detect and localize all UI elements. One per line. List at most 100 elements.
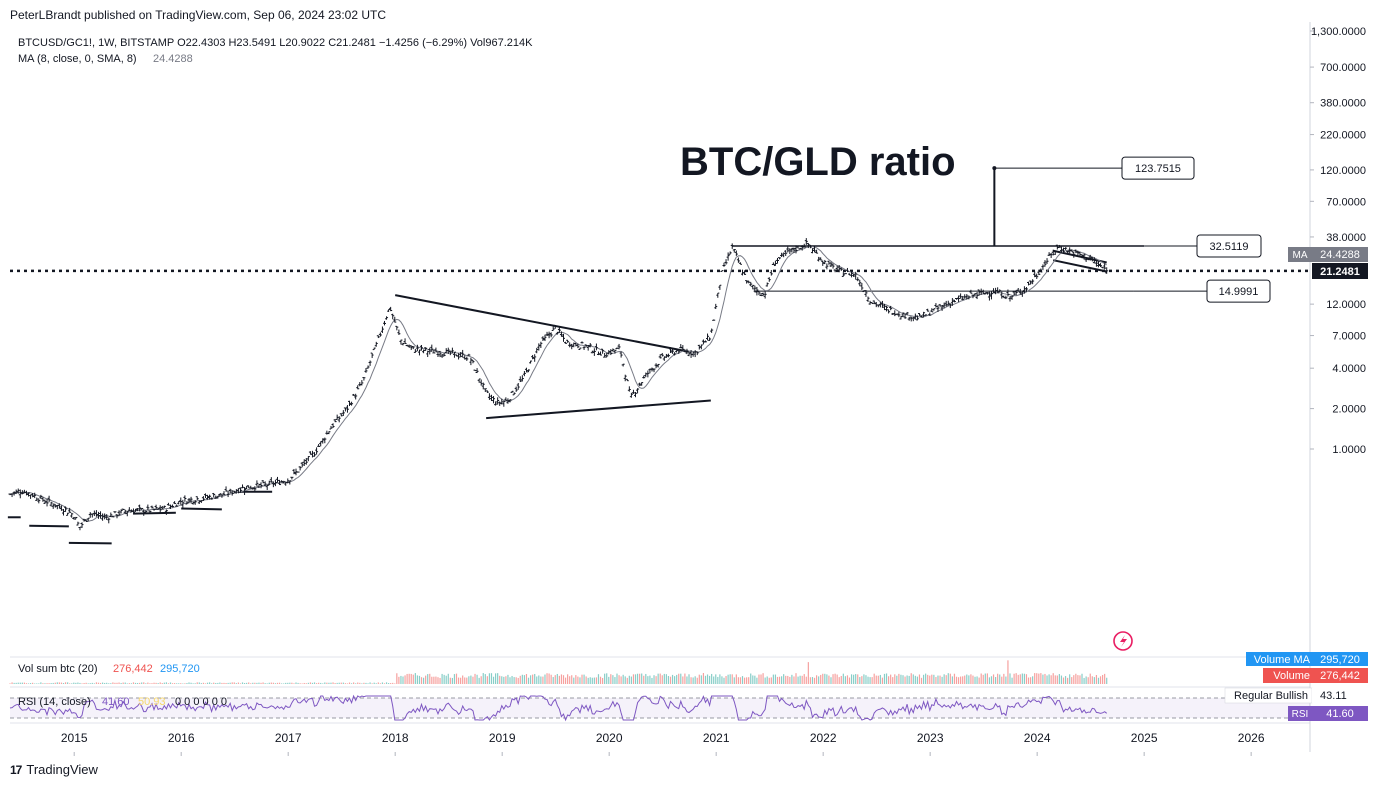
- volume-bar: [649, 675, 651, 684]
- volume-bar: [474, 673, 476, 684]
- price-bar: [72, 516, 76, 520]
- price-bar: [901, 312, 905, 318]
- volume-bar: [64, 682, 67, 684]
- volume-bar: [523, 675, 526, 684]
- volume-bar: [297, 682, 299, 684]
- price-bar: [362, 377, 366, 381]
- volume-bar: [645, 673, 647, 684]
- price-bar: [710, 328, 714, 333]
- volume-bar: [221, 682, 223, 684]
- volume-bar: [433, 676, 435, 684]
- price-bar: [753, 285, 757, 293]
- volume-bar: [246, 682, 248, 684]
- price-bar: [452, 351, 456, 358]
- volume-bar: [143, 682, 145, 684]
- price-bar: [376, 335, 380, 339]
- price-bar: [286, 478, 290, 484]
- price-bar: [1088, 254, 1092, 261]
- volume-bar: [696, 677, 698, 684]
- volume-bar: [947, 673, 949, 684]
- volume-bar: [900, 674, 902, 684]
- price-bar: [428, 347, 432, 355]
- price-bar: [230, 490, 234, 496]
- tradingview-brand[interactable]: 17 TradingView: [10, 762, 98, 777]
- price-bar: [631, 389, 635, 394]
- volume-bar: [272, 682, 274, 684]
- volume-bar: [871, 677, 873, 684]
- price-bar: [212, 492, 216, 498]
- volume-bar: [46, 683, 48, 684]
- price-bar: [481, 382, 485, 390]
- price-bar: [1099, 263, 1103, 268]
- volume-bar: [315, 683, 318, 684]
- volume-bar: [182, 683, 184, 684]
- volume-bar: [1013, 673, 1015, 684]
- volume-bar: [81, 683, 83, 684]
- price-bar: [957, 295, 961, 302]
- price-bar: [136, 508, 140, 512]
- price-bar: [813, 245, 817, 253]
- volume-bar: [826, 674, 828, 684]
- volume-ma-tag-value: 295,720: [1320, 654, 1360, 666]
- price-bar: [10, 493, 14, 498]
- price-bar: [732, 249, 736, 253]
- volume-bar: [192, 683, 194, 684]
- volume-bar: [818, 676, 820, 684]
- volume-bar: [743, 677, 746, 684]
- price-bar: [656, 363, 660, 368]
- price-axis[interactable]: 1,300.0000 700.0000 380.0000 220.0000 120.00…: [1310, 26, 1366, 456]
- volume-bar: [783, 674, 785, 684]
- price-bar: [84, 519, 88, 522]
- volume-bar: [653, 675, 655, 684]
- volume-bar: [624, 676, 626, 684]
- price-bar: [420, 344, 424, 351]
- rsi-legend-value: 41.60: [102, 696, 130, 708]
- price-bar: [424, 347, 428, 351]
- volume-bar: [795, 673, 797, 684]
- volume-bar: [1042, 674, 1044, 684]
- volume-bar: [1083, 677, 1085, 684]
- price-bar: [99, 511, 103, 519]
- volume-bar: [999, 674, 1001, 684]
- volume-bar: [805, 676, 807, 684]
- volume-bar: [398, 676, 400, 684]
- price-bar: [788, 248, 792, 255]
- price-bar: [564, 341, 568, 344]
- volume-bar: [630, 676, 632, 684]
- volume-bar: [258, 682, 260, 684]
- price-bar: [615, 347, 619, 350]
- volume-bar: [651, 677, 653, 684]
- volume-bar: [116, 682, 118, 684]
- price-bar: [582, 346, 586, 351]
- volume-bar: [99, 682, 102, 684]
- price-bar: [576, 343, 580, 349]
- price-bar: [323, 437, 327, 444]
- volume-bar: [1050, 675, 1052, 684]
- volume-bar: [204, 683, 207, 684]
- volume-bar: [846, 675, 849, 684]
- price-bar: [127, 507, 131, 511]
- volume-bar: [167, 683, 170, 684]
- volume-bar: [505, 676, 507, 684]
- trendline: [133, 511, 176, 515]
- volume-bar: [213, 682, 215, 684]
- price-bar: [775, 257, 779, 264]
- volume-bar: [305, 683, 307, 684]
- volume-bar: [585, 676, 587, 684]
- volume-bar: [1060, 675, 1063, 684]
- volume-bar: [560, 674, 563, 684]
- volume-bar: [556, 673, 558, 684]
- alert-flash-icon[interactable]: [1113, 631, 1133, 651]
- price-bar: [541, 336, 545, 342]
- time-axis[interactable]: 2015 2016 2017 2018 2019 2020 2021 2022 2023 2024…: [61, 731, 1265, 756]
- volume-bar: [838, 677, 840, 684]
- price-bar: [1094, 259, 1098, 267]
- volume-bar: [385, 682, 388, 684]
- price-bar: [457, 353, 461, 360]
- volume-bar: [647, 676, 649, 684]
- volume-bar: [330, 682, 332, 684]
- price-bar: [380, 326, 384, 334]
- volume-bar: [394, 683, 396, 684]
- price-bar: [642, 375, 646, 379]
